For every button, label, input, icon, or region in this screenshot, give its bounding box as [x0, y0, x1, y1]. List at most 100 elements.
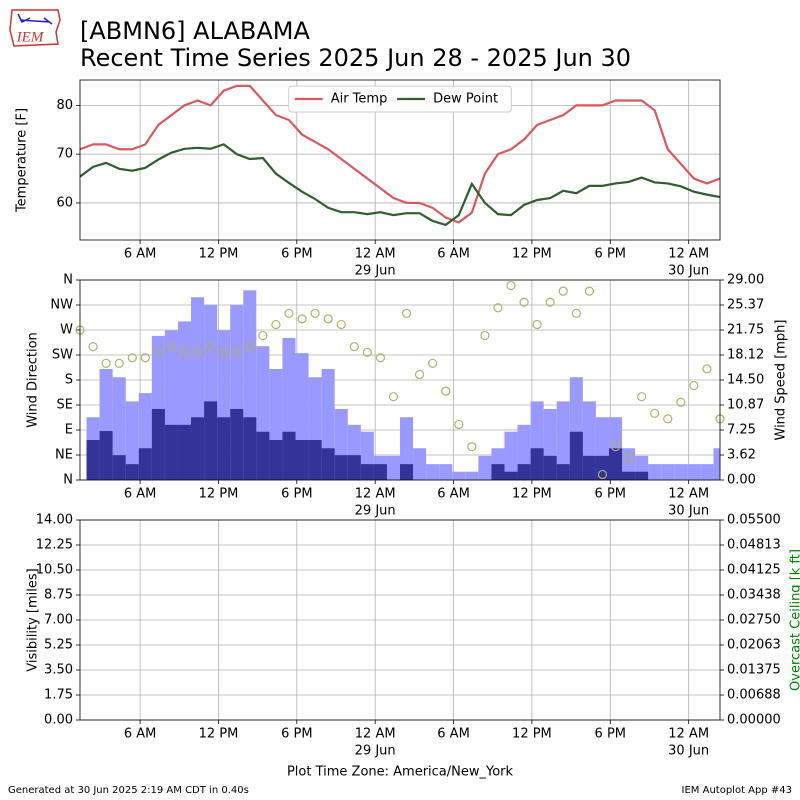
- plot-frame: [79, 519, 721, 721]
- point: [323, 314, 333, 324]
- bar: [622, 471, 636, 480]
- y2-tick-label: 25.37: [727, 298, 764, 313]
- bar: [269, 440, 283, 480]
- bar: [217, 417, 231, 480]
- y2-tick-label: 0.02063: [727, 638, 781, 653]
- point: [650, 408, 660, 418]
- bar: [99, 431, 113, 480]
- y2-tick-label: 0.02750: [727, 613, 781, 628]
- y-tick-label: 12.25: [36, 538, 73, 553]
- x-tick-label: 12 AM: [355, 487, 396, 502]
- point: [663, 414, 673, 424]
- x-tick-label: 6 PM: [595, 487, 626, 502]
- bar: [295, 440, 309, 480]
- footer-left: Generated at 30 Jun 2025 2:19 AM CDT in …: [8, 785, 249, 796]
- y-tick-label: NW: [50, 298, 73, 313]
- bar: [661, 464, 675, 480]
- y2-tick-label: 7.25: [727, 423, 756, 438]
- point: [114, 358, 124, 368]
- bar: [400, 464, 414, 480]
- y-tick-label: N: [63, 473, 73, 488]
- point: [480, 330, 490, 341]
- y-tick-label: N: [63, 273, 73, 288]
- point: [388, 392, 399, 402]
- y-tick-label: W: [60, 323, 73, 338]
- point: [676, 397, 686, 407]
- bar: [191, 417, 205, 480]
- y-axis-label: Temperature [F]: [15, 108, 30, 213]
- logo-lines: [17, 13, 53, 25]
- y-tick-label: 5.25: [44, 638, 73, 653]
- point: [232, 347, 242, 357]
- bar: [452, 471, 466, 480]
- point: [245, 342, 255, 352]
- bar: [426, 464, 440, 480]
- y-tick-label: 10.50: [36, 563, 73, 578]
- point: [454, 419, 464, 430]
- y-axis-label: Wind Direction: [26, 332, 41, 428]
- bar: [347, 455, 361, 480]
- x-tick-sublabel: 29 Jun: [355, 504, 396, 519]
- y-tick-label: 80: [56, 98, 73, 113]
- y-tick-label: 1.75: [44, 688, 73, 703]
- bar: [491, 464, 505, 480]
- point: [206, 342, 216, 352]
- x-axis-label: Plot Time Zone: America/New_York: [287, 765, 514, 780]
- x-tick-label: 12 AM: [355, 247, 396, 262]
- x-tick-label: 12 AM: [668, 727, 709, 742]
- point: [545, 297, 555, 307]
- y2-tick-label: 0.00688: [727, 688, 781, 703]
- point: [401, 308, 412, 318]
- point: [297, 314, 307, 324]
- bar: [282, 431, 296, 480]
- point: [284, 308, 294, 318]
- bar: [360, 464, 374, 480]
- point: [467, 442, 477, 452]
- point: [88, 342, 98, 352]
- logo: IEM: [9, 9, 61, 47]
- point: [519, 297, 529, 307]
- point: [127, 353, 137, 363]
- bar: [543, 455, 557, 480]
- x-tick-sublabel: 29 Jun: [355, 264, 396, 279]
- point: [637, 392, 647, 402]
- y2-tick-label: 0.04125: [727, 563, 781, 578]
- footer-right: IEM Autoplot App #43: [682, 785, 792, 796]
- y-tick-label: S: [65, 373, 73, 388]
- x-tick-label: 6 PM: [595, 247, 626, 262]
- bar: [386, 455, 400, 480]
- point: [597, 469, 608, 480]
- x-tick-label: 12 AM: [668, 487, 709, 502]
- point: [362, 347, 372, 357]
- x-tick-label: 6 AM: [437, 727, 470, 742]
- point: [532, 319, 542, 330]
- y2-axis-label: Wind Speed [mph]: [774, 320, 789, 441]
- y-axis-label: Visibility [miles]: [26, 568, 41, 671]
- y-tick-label: SE: [57, 398, 73, 413]
- point: [375, 353, 386, 363]
- x-tick-sublabel: 29 Jun: [355, 744, 396, 759]
- y-tick-label: SW: [52, 348, 73, 363]
- bar: [321, 448, 335, 480]
- x-tick-label: 6 AM: [124, 727, 157, 742]
- legend-label: Air Temp: [331, 92, 388, 107]
- point: [219, 347, 229, 357]
- bar: [373, 464, 387, 480]
- point: [623, 453, 634, 463]
- point: [258, 330, 268, 341]
- x-tick-label: 12 PM: [512, 247, 552, 262]
- y2-tick-label: 14.50: [727, 373, 764, 388]
- bar: [230, 408, 244, 480]
- point: [610, 442, 621, 452]
- y2-tick-label: 29.00: [727, 273, 764, 288]
- legend-label: Dew Point: [433, 92, 498, 107]
- line: [79, 143, 721, 227]
- y2-tick-label: 3.62: [727, 448, 756, 463]
- y-tick-label: 60: [56, 195, 73, 210]
- y2-tick-label: 21.75: [727, 323, 764, 338]
- point: [166, 342, 177, 352]
- point: [192, 347, 203, 357]
- point: [441, 386, 451, 396]
- x-tick-sublabel: 30 Jun: [668, 504, 709, 519]
